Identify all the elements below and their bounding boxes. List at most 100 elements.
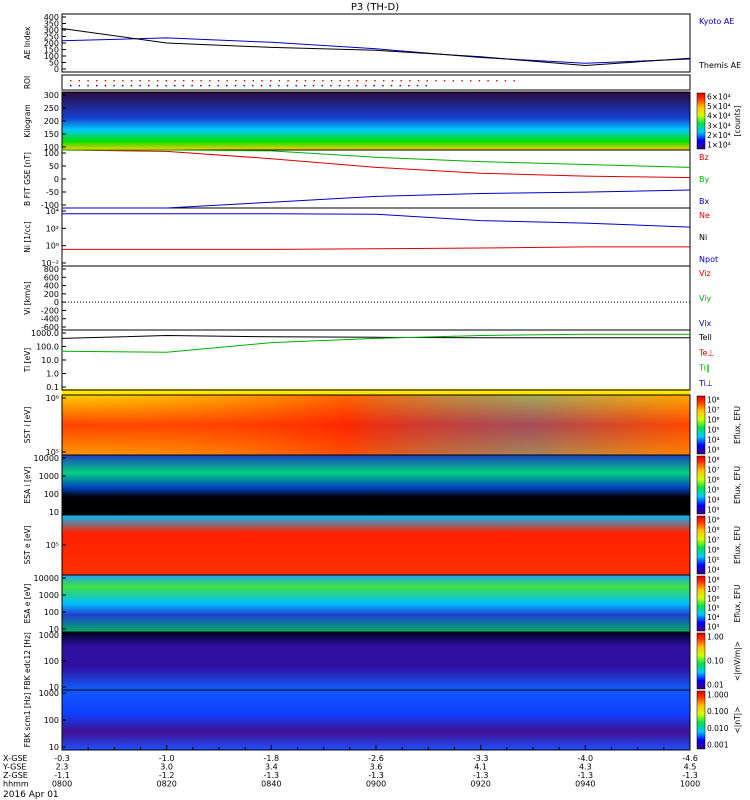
footer-date: 2016 Apr 01 (3, 790, 59, 800)
roi-marker (391, 80, 394, 82)
roi-marker (278, 85, 280, 87)
roi-marker (122, 80, 124, 82)
colorbar-tick-label: 10⁶ (707, 416, 720, 425)
roi-marker (322, 80, 324, 82)
y-tick-label: 300 (44, 26, 59, 35)
roi-marker (287, 80, 289, 82)
y-axis-label: FBK scm1 [Hz] (23, 693, 32, 748)
colorbar-tick-label: 4×10⁴ (707, 112, 731, 121)
y-tick-label: 10000 (34, 574, 59, 583)
roi-marker (286, 85, 289, 87)
quality-band (62, 389, 690, 395)
roi-marker (148, 85, 150, 87)
y-axis-label: SST e [eV] (23, 525, 32, 564)
figure-title: P3 (TH-D) (351, 2, 399, 13)
roi-marker (260, 85, 263, 87)
roi-marker (226, 85, 228, 87)
colorbar-tick-label: 10⁶ (707, 546, 720, 555)
roi-marker (296, 80, 298, 82)
roi-marker (70, 80, 72, 82)
y-tick-label: -100 (41, 201, 59, 210)
panel-ni: 10⁴ 10² 10⁰ 10⁻² Ni [1/cc] Ne Ni Npot (23, 207, 718, 268)
roi-marker (96, 85, 98, 87)
line-themis-ae (61, 28, 691, 67)
roi-marker (374, 80, 376, 82)
y-tick-label: 100 (44, 657, 59, 666)
panel-sste: 10⁵ SST e [eV] (23, 514, 691, 576)
panel-frame (61, 74, 691, 91)
roi-marker (209, 80, 211, 82)
colorbar-fbk1: 1.00 0.10 0.01 <|mV/m|> (696, 633, 742, 690)
y-tick-label: 250 (44, 33, 59, 42)
y-tick-label: 10000 (34, 454, 59, 463)
y-tick-label: 10.0 (41, 356, 59, 365)
colorbar-tick-label: 1.000 (707, 691, 729, 700)
roi-marker (435, 80, 437, 82)
roi-marker (139, 85, 141, 87)
roi-marker (252, 85, 254, 87)
time-axis-value: -1.3 (682, 771, 698, 780)
y-tick-label: 300 (44, 91, 59, 100)
roi-marker (156, 80, 159, 82)
colorbar-scale (696, 395, 706, 455)
colorbar-tick-label: 0.010 (707, 724, 729, 733)
colorbar-tick-label: 10⁴ (707, 566, 720, 575)
time-axis-value: -3.3 (473, 754, 489, 763)
roi-marker (174, 80, 176, 82)
roi-marker (417, 80, 420, 82)
colorbar-scale (696, 455, 706, 515)
y-tick-label: 200 (44, 290, 59, 299)
legend-entry: Viz (699, 269, 711, 278)
y-axis-label: Vi [km/s] (23, 281, 32, 314)
time-axis-value: 2.3 (56, 763, 69, 772)
roi-marker (261, 80, 263, 82)
y-tick-label: 0 (54, 298, 59, 307)
roi-marker (295, 85, 297, 87)
roi-marker (139, 80, 141, 82)
y-tick-label: 1000.0 (31, 329, 59, 338)
y-tick-label: 1.0 (46, 370, 59, 379)
colorbar-fbk2: 1.000 0.100 0.010 0.001 <|nT|> (696, 691, 742, 750)
time-axis-row-label: hhmm (3, 780, 29, 789)
roi-marker (356, 85, 358, 87)
roi-marker (113, 80, 115, 82)
y-tick-label: 100 (44, 716, 59, 725)
roi-marker (130, 85, 133, 87)
y-tick-label: 100 (44, 149, 59, 158)
panel-bfit: 100 50 0 -50 -100 B FIT GSE [nT] Bz By Bx (23, 149, 709, 210)
y-tick-label: -200 (41, 306, 59, 315)
roi-marker (96, 80, 98, 82)
roi-marker (364, 85, 367, 87)
y-tick-label: -50 (46, 188, 59, 197)
time-axis-value: -4.6 (682, 754, 698, 763)
time-axis-value: -1.3 (264, 771, 280, 780)
roi-marker (348, 80, 350, 82)
roi-marker (70, 85, 72, 87)
roi-marker (339, 80, 341, 82)
time-axis-value: -4.0 (578, 754, 594, 763)
colorbar-tick-label: 10⁷ (707, 536, 720, 545)
roi-marker (304, 85, 306, 87)
roi-marker (200, 85, 202, 87)
colorbar-tick-label: 10⁴ (707, 496, 720, 505)
roi-marker (278, 80, 281, 82)
colorbar-tick-label: 10⁵ (707, 426, 720, 435)
roi-marker (338, 85, 341, 87)
roi-marker (87, 85, 89, 87)
roi-marker (347, 85, 349, 87)
legend-entry: Vix (699, 319, 712, 328)
y-tick-label: 0 (54, 175, 59, 184)
roi-marker (234, 85, 237, 87)
y-axis-label: FBK edc12 [Hz] (23, 632, 32, 690)
roi-marker (321, 85, 323, 87)
y-tick-label: 10 (49, 743, 59, 752)
line-bz (61, 149, 691, 179)
y-tick-label: 100 (44, 608, 59, 617)
roi-marker (425, 85, 427, 87)
panel-frame (61, 149, 691, 209)
colorbar-tick-label: 10⁴ (707, 436, 720, 445)
roi-marker (182, 85, 185, 87)
time-axis-value: -1.3 (368, 771, 384, 780)
time-axis-value: -1.3 (473, 771, 489, 780)
